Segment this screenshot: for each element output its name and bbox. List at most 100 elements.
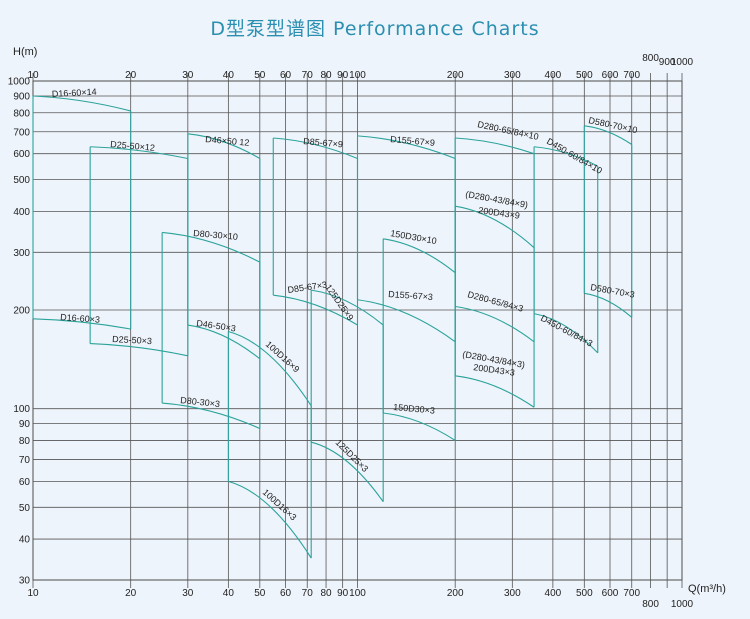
curve-max-stage bbox=[455, 137, 535, 155]
x-tick-bottom: 20 bbox=[125, 588, 137, 599]
curve-label: D450-60/84×10 bbox=[545, 136, 604, 176]
x-tick-top: 60 bbox=[280, 70, 292, 81]
curve-min-stage bbox=[455, 305, 535, 343]
y-tick: 200 bbox=[13, 306, 30, 317]
curve-label: D85-67×9 bbox=[303, 136, 344, 149]
x-tick-bottom: 30 bbox=[182, 588, 194, 599]
x-tick-top-extra: 900 bbox=[659, 57, 676, 68]
curve-label: D46×50 12 bbox=[205, 134, 250, 148]
curve-label: D16-60×14 bbox=[52, 87, 97, 99]
curve-label: D155-67×9 bbox=[390, 134, 435, 148]
curve-max-stage bbox=[455, 205, 535, 249]
curve-label: D280-65/84×10 bbox=[477, 119, 540, 142]
curve-label: 100D16×3 bbox=[261, 487, 299, 522]
x-tick-top: 200 bbox=[447, 70, 464, 81]
x-tick-bottom: 200 bbox=[447, 588, 464, 599]
y-tick: 800 bbox=[13, 108, 30, 119]
x-tick-bottom: 500 bbox=[576, 588, 593, 599]
x-tick-top: 300 bbox=[504, 70, 521, 81]
x-tick-bottom: 100 bbox=[349, 588, 366, 599]
curve-min-stage bbox=[584, 292, 633, 318]
curve-max-stage bbox=[162, 231, 261, 263]
curve-label: 150D30×3 bbox=[393, 402, 436, 416]
x-tick-top: 600 bbox=[602, 70, 619, 81]
curve-max-stage bbox=[534, 146, 599, 167]
y-tick: 30 bbox=[19, 576, 31, 587]
curve-min-stage bbox=[162, 402, 261, 429]
curve-min-stage bbox=[455, 375, 535, 408]
y-tick: 90 bbox=[19, 419, 31, 430]
x-tick-top: 40 bbox=[223, 70, 235, 81]
chart-title: D型泵型谱图 Performance Charts bbox=[210, 18, 540, 40]
x-tick-bottom: 300 bbox=[504, 588, 521, 599]
y-axis-label: H(m) bbox=[13, 46, 37, 58]
y-tick: 1000 bbox=[8, 77, 31, 88]
x-tick-bottom: 10 bbox=[27, 588, 39, 599]
curve-label: 125D25×9 bbox=[323, 282, 355, 322]
curve-label: D155-67×3 bbox=[388, 289, 433, 302]
curve-min-stage bbox=[32, 318, 131, 330]
curve-max-stage bbox=[273, 137, 358, 160]
curve-label: D80-30×10 bbox=[193, 228, 238, 242]
curve-label: D25-50×12 bbox=[110, 139, 155, 153]
x-tick-bottom-extra: 800 bbox=[642, 599, 659, 610]
curve-max-stage bbox=[584, 125, 633, 145]
x-tick-top: 80 bbox=[320, 70, 332, 81]
y-tick: 70 bbox=[19, 455, 31, 466]
y-tick: 600 bbox=[13, 149, 30, 160]
x-tick-top: 90 bbox=[337, 70, 349, 81]
curve-max-stage bbox=[311, 289, 384, 326]
curve-label: D450-60/84×3 bbox=[539, 313, 594, 349]
x-tick-bottom: 70 bbox=[302, 588, 314, 599]
x-tick-top: 30 bbox=[182, 70, 194, 81]
curve-min-stage bbox=[187, 324, 261, 360]
y-tick: 700 bbox=[13, 127, 30, 138]
curve-max-stage bbox=[187, 133, 261, 159]
x-tick-top: 20 bbox=[125, 70, 137, 81]
curve-max-stage bbox=[32, 95, 131, 112]
y-tick: 900 bbox=[13, 91, 30, 102]
curve-label: 150D30×10 bbox=[390, 228, 438, 246]
y-tick: 500 bbox=[13, 175, 30, 186]
curve-label: D580-70×3 bbox=[590, 282, 636, 300]
x-tick-bottom: 80 bbox=[320, 588, 332, 599]
curve-label: D80-30×3 bbox=[180, 395, 221, 409]
curve-label: D46-50×3 bbox=[196, 318, 237, 333]
x-tick-top: 100 bbox=[349, 70, 366, 81]
curve-max-stage bbox=[357, 135, 456, 160]
curve-min-stage bbox=[273, 294, 358, 326]
x-tick-bottom-extra: 1000 bbox=[671, 599, 694, 610]
y-tick: 40 bbox=[19, 535, 31, 546]
curve-min-stage bbox=[228, 480, 312, 559]
curve-max-stage bbox=[383, 238, 456, 274]
curve-min-stage bbox=[90, 343, 188, 357]
y-tick: 100 bbox=[13, 404, 30, 415]
x-tick-top: 10 bbox=[27, 70, 39, 81]
y-tick: 60 bbox=[19, 477, 31, 488]
curve-max-stage bbox=[228, 330, 312, 407]
x-tick-top: 70 bbox=[302, 70, 314, 81]
x-tick-bottom: 40 bbox=[223, 588, 235, 599]
y-tick: 80 bbox=[19, 436, 31, 447]
y-tick: 50 bbox=[19, 503, 31, 514]
curve-label: D25-50×3 bbox=[112, 334, 152, 346]
curve-label: D580-70×10 bbox=[588, 115, 639, 135]
curve-label: D16-60×3 bbox=[60, 312, 100, 325]
curve-min-stage bbox=[357, 299, 456, 343]
curve-min-stage bbox=[383, 412, 456, 441]
x-tick-top: 50 bbox=[254, 70, 266, 81]
x-axis-label: Q(m³/h) bbox=[688, 583, 726, 595]
x-tick-bottom: 50 bbox=[254, 588, 266, 599]
x-tick-bottom: 400 bbox=[545, 588, 562, 599]
x-tick-bottom: 700 bbox=[623, 588, 640, 599]
y-tick: 400 bbox=[13, 207, 30, 218]
curve-min-stage bbox=[311, 441, 384, 503]
x-tick-top-extra: 800 bbox=[642, 53, 659, 64]
x-tick-bottom: 90 bbox=[337, 588, 349, 599]
y-tick: 300 bbox=[13, 248, 30, 259]
x-tick-top-extra: 1000 bbox=[671, 57, 694, 68]
curve-min-stage bbox=[533, 313, 599, 354]
x-tick-top: 400 bbox=[545, 70, 562, 81]
x-tick-bottom: 60 bbox=[280, 588, 292, 599]
